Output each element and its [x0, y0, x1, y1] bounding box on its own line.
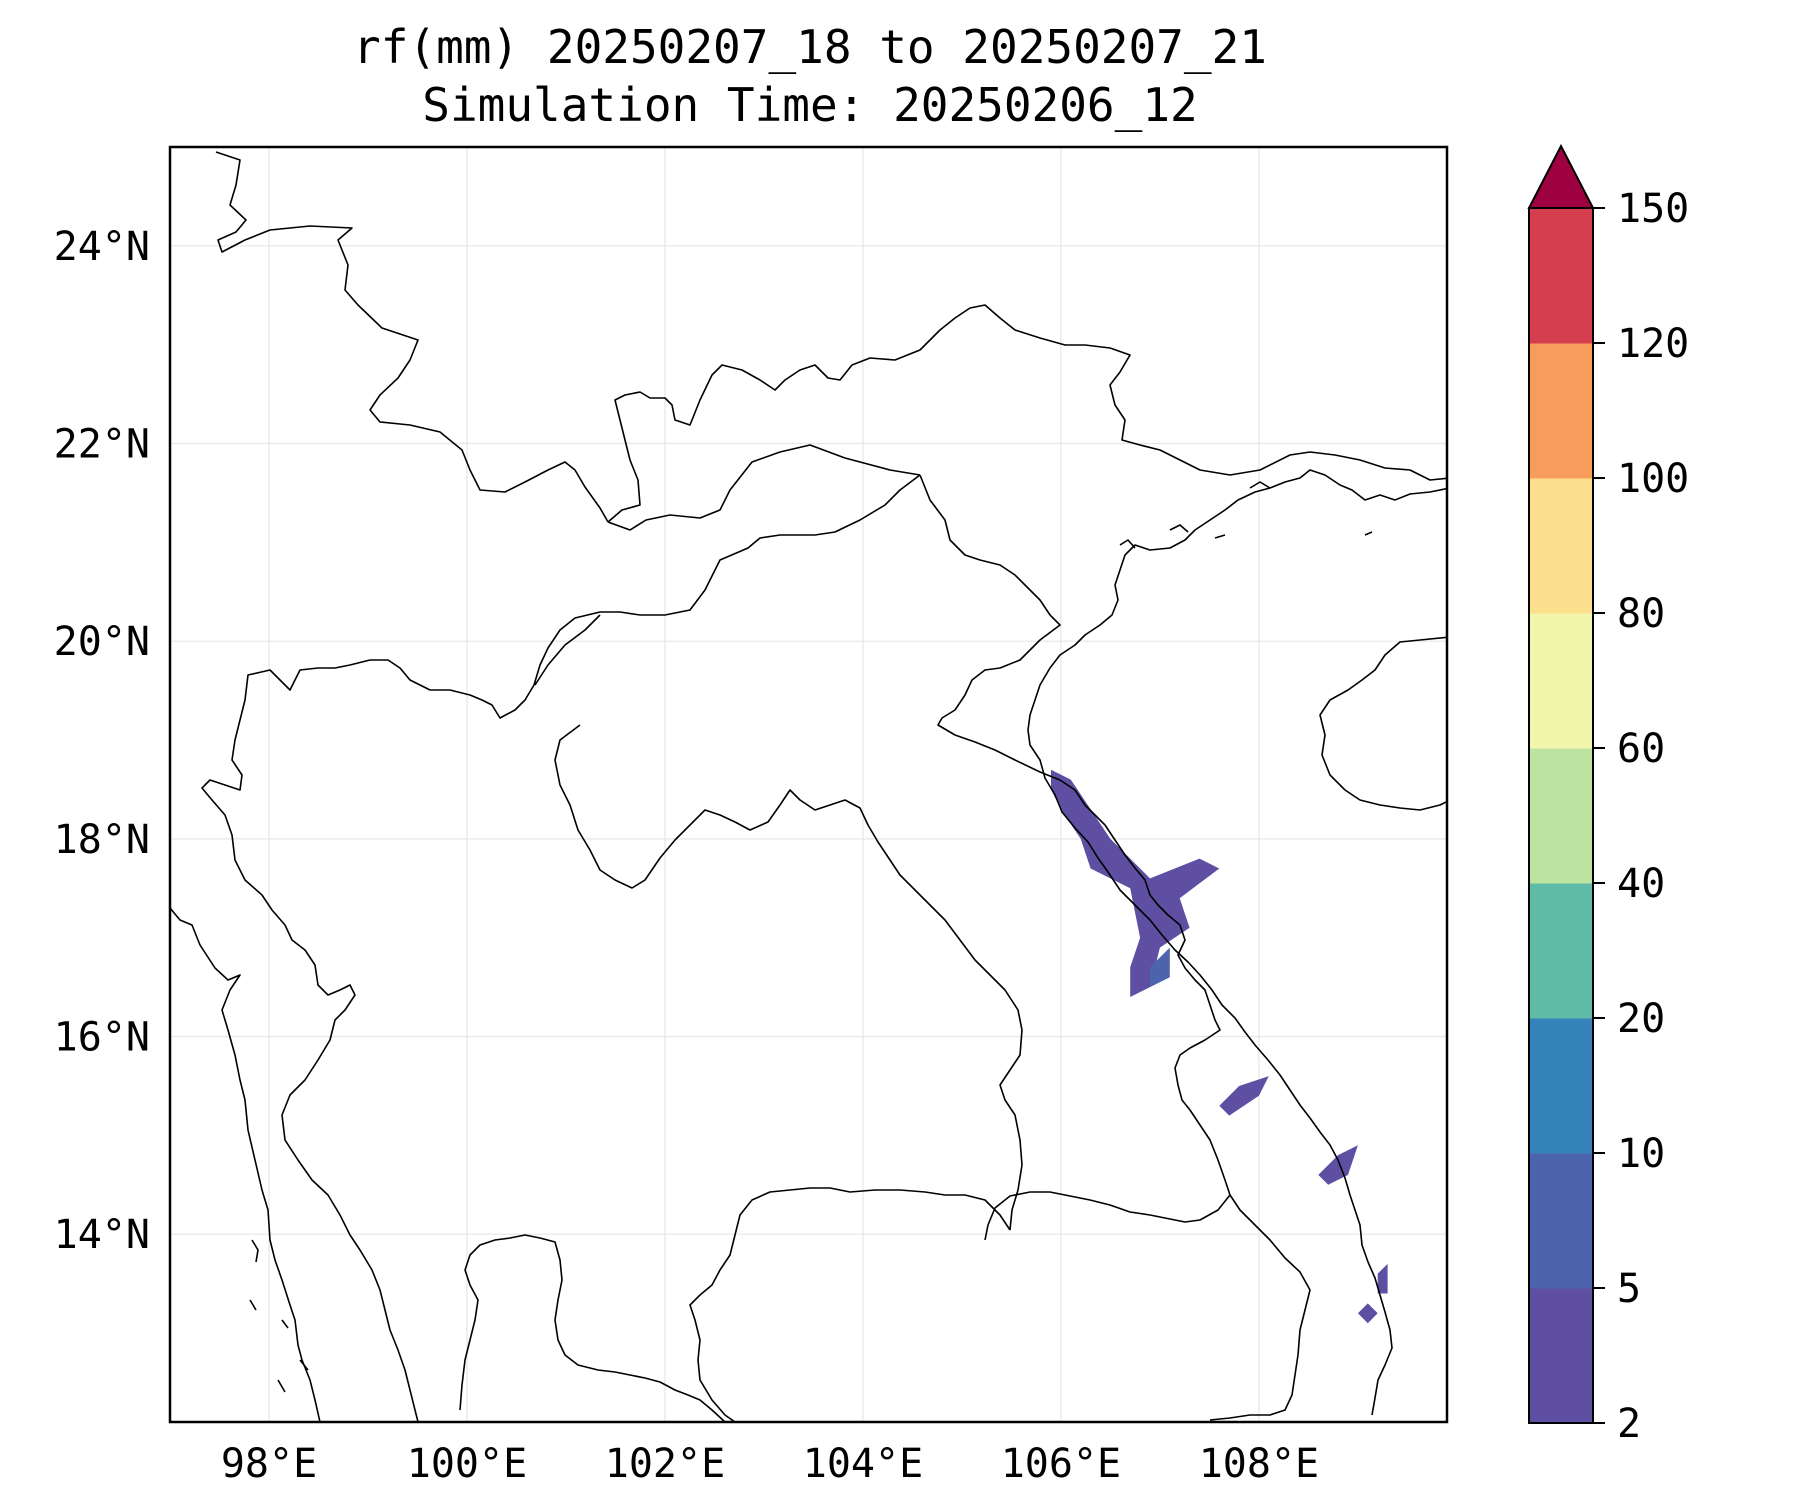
myanmar-thailand-border [201, 474, 921, 1422]
lat-tick-label: 16°N [54, 1015, 150, 1061]
hainan-coast [1319, 636, 1447, 811]
vietnam-coast-north [1027, 469, 1447, 1416]
map-title: rf(mm) 20250207_18 to 20250207_21 Simula… [170, 18, 1450, 134]
colorbar-tick-label: 40 [1617, 861, 1665, 907]
laos-vietnam-border [919, 474, 1231, 1241]
colorbar-bin [1529, 208, 1593, 344]
colorbar-frame [1528, 207, 1594, 1424]
colorbar: 2 5 10 20 40 60 80 100 120 150 [1527, 143, 1689, 1447]
lat-tick-label: 24°N [54, 224, 150, 270]
colorbar-tick-label: 5 [1617, 1266, 1641, 1312]
colorbar-bin [1529, 1288, 1593, 1424]
lat-tick-label: 20°N [54, 619, 150, 665]
colorbar-bin [1529, 748, 1593, 884]
rainfall-areas [1051, 769, 1388, 1324]
china-vietnam-border [607, 304, 1447, 523]
colorbar-bin [1529, 478, 1593, 614]
lat-tick-label: 18°N [54, 817, 150, 863]
lon-tick-label: 102°E [605, 1441, 725, 1487]
colorbar-tick-labels: 2 5 10 20 40 60 80 100 120 150 [1593, 186, 1689, 1447]
myanmar-coast [170, 907, 321, 1422]
lat-tick-label: 22°N [54, 422, 150, 468]
lon-tick-label: 108°E [1199, 1441, 1319, 1487]
colorbar-tick-label: 120 [1617, 321, 1689, 367]
colorbar-tick-label: 150 [1617, 186, 1689, 232]
longitude-tick-labels: 98°E 100°E 102°E 104°E 106°E 108°E [221, 1441, 1319, 1487]
colorbar-bin [1529, 613, 1593, 749]
lat-tick-label: 14°N [54, 1212, 150, 1258]
colorbar-tick-label: 2 [1617, 1401, 1641, 1447]
lon-tick-label: 100°E [407, 1441, 527, 1487]
laos-thailand-border [534, 614, 1023, 1231]
rain-area-phu-yen-coast [1377, 1263, 1388, 1294]
rain-area-khanh-hoa-coast [1357, 1303, 1378, 1324]
rain-area-central-highlands-north [1219, 1076, 1269, 1116]
colorbar-tick-label: 60 [1617, 726, 1665, 772]
colorbar-bin [1529, 1153, 1593, 1289]
graticule [170, 147, 1447, 1422]
colorbar-tick-label: 80 [1617, 591, 1665, 637]
lon-tick-label: 98°E [221, 1441, 317, 1487]
map-frame [168, 145, 1449, 1424]
rain-area-hue-core [1150, 947, 1170, 988]
title-line-1: rf(mm) 20250207_18 to 20250207_21 [353, 20, 1267, 74]
colorbar-extend-arrow [1527, 143, 1595, 209]
lon-tick-label: 106°E [1001, 1441, 1121, 1487]
cambodia-border [689, 1187, 1011, 1422]
colorbar-bin [1529, 343, 1593, 479]
latitude-tick-labels: 24°N 22°N 20°N 18°N 16°N 14°N [54, 224, 150, 1258]
rain-area-binh-dinh [1318, 1145, 1358, 1185]
borders-coastlines [170, 151, 1447, 1422]
colorbar-tick-label: 100 [1617, 456, 1689, 502]
coastal-islands [249, 1239, 309, 1393]
lon-tick-label: 104°E [803, 1441, 923, 1487]
title-line-2: Simulation Time: 20250206_12 [422, 78, 1198, 132]
colorbar-tick-label: 10 [1617, 1131, 1665, 1177]
rain-area-north-central-coast [1051, 769, 1220, 997]
colorbar-tick-label: 20 [1617, 996, 1665, 1042]
map-background [170, 147, 1447, 1422]
thailand-gulf-coast [459, 1234, 726, 1422]
colorbar-bins [1529, 208, 1593, 1424]
colorbar-bin [1529, 1018, 1593, 1154]
colorbar-bin [1529, 883, 1593, 1019]
map-panel: 98°E 100°E 102°E 104°E 106°E 108°E 24°N 22°N 20… [54, 145, 1449, 1487]
gulf-islands [1119, 481, 1373, 549]
china-border [215, 151, 609, 523]
myanmar-laos-border [607, 444, 921, 531]
cambodia-vietnam-border [1209, 1194, 1311, 1421]
